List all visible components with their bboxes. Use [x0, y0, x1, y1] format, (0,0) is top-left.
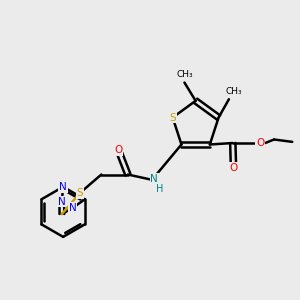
Text: H: H [156, 184, 163, 194]
Text: N: N [151, 174, 158, 184]
Text: N: N [69, 203, 76, 213]
Text: N: N [59, 182, 67, 192]
Text: CH₃: CH₃ [225, 86, 242, 95]
Text: S: S [169, 112, 176, 122]
Text: CH₃: CH₃ [176, 70, 193, 79]
Text: N: N [58, 197, 66, 207]
Text: O: O [229, 163, 238, 173]
Text: O: O [256, 138, 264, 148]
Text: S: S [77, 188, 83, 198]
Text: O: O [114, 145, 122, 155]
